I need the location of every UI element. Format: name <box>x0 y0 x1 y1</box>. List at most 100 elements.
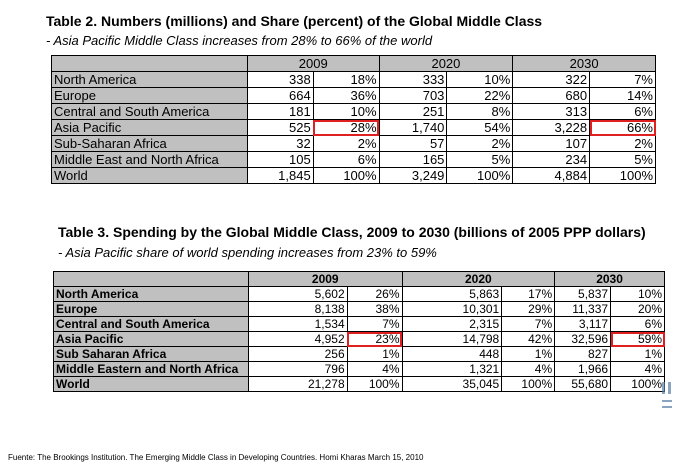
table3-subtitle: - Asia Pacific share of world spending i… <box>58 245 437 260</box>
cell: 100% <box>346 376 403 392</box>
row-label: North America <box>51 71 248 88</box>
cell: 8,138 <box>247 301 348 317</box>
cell: 14,798 <box>401 331 503 347</box>
table3-year-2009: 2009 <box>247 271 403 287</box>
cell: 100% <box>501 376 556 392</box>
cell: 525 <box>246 119 314 136</box>
row-label: Europe <box>51 87 248 104</box>
cell: 703 <box>378 87 448 104</box>
cell: 11,337 <box>554 301 612 317</box>
cell: 20% <box>610 301 665 317</box>
row-label: North America <box>53 286 249 302</box>
table-row: Sub Saharan Africa 256 1% 448 1% 827 1% <box>53 346 665 362</box>
cell: 100% <box>446 167 514 184</box>
cell: 100% <box>312 167 380 184</box>
cell: 5% <box>446 151 514 168</box>
cell: 2% <box>589 135 656 152</box>
row-label: Sub Saharan Africa <box>53 346 249 362</box>
cell: 5,863 <box>401 286 503 302</box>
table2-year-2030: 2030 <box>512 55 656 72</box>
table2-subtitle: - Asia Pacific Middle Class increases fr… <box>46 33 433 48</box>
row-label: Asia Pacific <box>51 119 248 136</box>
row-label: Asia Pacific <box>53 331 249 347</box>
table-row: World 21,278 100% 35,045 100% 55,680 100… <box>53 376 665 392</box>
highlighted-cell: 59% <box>610 331 665 347</box>
table2-corner <box>51 55 248 72</box>
cell: 256 <box>247 346 348 362</box>
cell: 333 <box>378 71 448 88</box>
cell: 2,315 <box>401 316 503 332</box>
cell: 7% <box>501 316 556 332</box>
cell: 2% <box>312 135 380 152</box>
cell: 664 <box>246 87 314 104</box>
cell: 54% <box>446 119 514 136</box>
row-label: Middle Eastern and North Africa <box>53 361 249 377</box>
table3-year-2030: 2030 <box>554 271 665 287</box>
table2-year-2020: 2020 <box>378 55 514 72</box>
row-label: World <box>51 167 248 184</box>
watermark-icon <box>662 382 672 408</box>
cell: 251 <box>378 103 448 120</box>
cell: 322 <box>512 71 591 88</box>
cell: 1,966 <box>554 361 612 377</box>
table3-corner <box>53 271 249 287</box>
table-row: Central and South America 181 10% 251 8%… <box>51 103 656 120</box>
cell: 26% <box>346 286 403 302</box>
cell: 4,884 <box>512 167 591 184</box>
cell: 5,837 <box>554 286 612 302</box>
cell: 57 <box>378 135 448 152</box>
row-label: Middle East and North Africa <box>51 151 248 168</box>
cell: 234 <box>512 151 591 168</box>
cell: 165 <box>378 151 448 168</box>
cell: 4% <box>501 361 556 377</box>
table2-year-2009: 2009 <box>246 55 380 72</box>
cell: 4,952 <box>247 331 348 347</box>
cell: 2% <box>446 135 514 152</box>
cell: 6% <box>312 151 380 168</box>
table-row: Europe 664 36% 703 22% 680 14% <box>51 87 656 104</box>
cell: 4% <box>346 361 403 377</box>
cell: 1,321 <box>401 361 503 377</box>
cell: 36% <box>312 87 380 104</box>
highlighted-cell: 28% <box>312 119 380 136</box>
cell: 38% <box>346 301 403 317</box>
cell: 42% <box>501 331 556 347</box>
cell: 6% <box>610 316 665 332</box>
highlighted-cell: 23% <box>346 331 403 347</box>
table-row: Middle Eastern and North Africa 796 4% 1… <box>53 361 665 377</box>
row-label: Central and South America <box>51 103 248 120</box>
cell: 22% <box>446 87 514 104</box>
table-row: North America 338 18% 333 10% 322 7% <box>51 71 656 88</box>
cell: 1% <box>346 346 403 362</box>
table2-header-row: 2009 2020 2030 <box>51 55 656 72</box>
cell: 313 <box>512 103 591 120</box>
cell: 14% <box>589 87 656 104</box>
row-label: Sub-Saharan Africa <box>51 135 248 152</box>
cell: 8% <box>446 103 514 120</box>
cell: 3,117 <box>554 316 612 332</box>
cell: 1,740 <box>378 119 448 136</box>
table-row: Central and South America 1,534 7% 2,315… <box>53 316 665 332</box>
table-row: Asia Pacific 525 28% 1,740 54% 3,228 66% <box>51 119 656 136</box>
cell: 181 <box>246 103 314 120</box>
row-label: World <box>53 376 249 392</box>
cell: 100% <box>589 167 656 184</box>
table2: 2009 2020 2030 North America 338 18% 333… <box>51 55 656 184</box>
table2-title: Table 2. Numbers (millions) and Share (p… <box>46 13 543 29</box>
cell: 10% <box>446 71 514 88</box>
cell: 1,534 <box>247 316 348 332</box>
cell: 338 <box>246 71 314 88</box>
cell: 35,045 <box>401 376 503 392</box>
cell: 7% <box>589 71 656 88</box>
source-footer: Fuente: The Brookings Institution. The E… <box>8 453 424 462</box>
cell: 10% <box>610 286 665 302</box>
table3-year-2020: 2020 <box>401 271 556 287</box>
cell: 7% <box>346 316 403 332</box>
cell: 1% <box>501 346 556 362</box>
cell: 10,301 <box>401 301 503 317</box>
table-row: Sub-Saharan Africa 32 2% 57 2% 107 2% <box>51 135 656 152</box>
highlighted-cell: 66% <box>589 119 656 136</box>
cell: 29% <box>501 301 556 317</box>
cell: 4% <box>610 361 665 377</box>
cell: 3,249 <box>378 167 448 184</box>
